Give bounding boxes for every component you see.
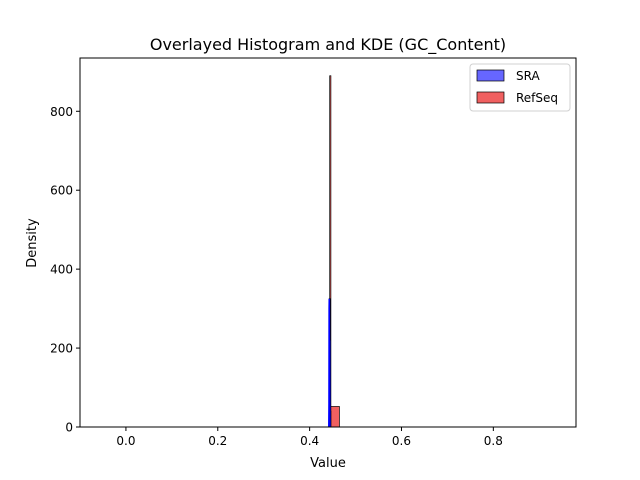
x-tick-label: 0.4 bbox=[300, 434, 319, 448]
y-tick-label: 200 bbox=[50, 342, 73, 356]
sra-legend-swatch bbox=[476, 69, 505, 82]
legend: SRA RefSeq bbox=[469, 63, 571, 112]
chart-title: Overlayed Histogram and KDE (GC_Content) bbox=[150, 35, 506, 55]
sra-kde-line bbox=[328, 298, 331, 428]
sra-legend-label: SRA bbox=[516, 69, 540, 83]
x-tick-label: 0.6 bbox=[392, 434, 411, 448]
refseq-legend-swatch bbox=[476, 91, 505, 104]
x-tick-label: 0.8 bbox=[484, 434, 503, 448]
x-axis: 0.0 0.2 0.4 0.6 0.8 bbox=[116, 427, 503, 448]
y-tick-label: 0 bbox=[65, 421, 73, 435]
y-tick-label: 400 bbox=[50, 263, 73, 277]
x-tick-label: 0.2 bbox=[208, 434, 227, 448]
y-axis-label: Density bbox=[25, 218, 40, 268]
y-axis: 0 200 400 600 800 bbox=[50, 105, 80, 435]
y-tick-label: 600 bbox=[50, 184, 73, 198]
plot-frame bbox=[79, 57, 577, 428]
refseq-bar-1 bbox=[330, 406, 340, 428]
y-tick-label: 800 bbox=[50, 105, 73, 119]
refseq-legend-label: RefSeq bbox=[516, 91, 558, 105]
plot-area bbox=[328, 75, 340, 428]
x-tick-label: 0.0 bbox=[116, 434, 135, 448]
x-axis-label: Value bbox=[310, 456, 346, 471]
